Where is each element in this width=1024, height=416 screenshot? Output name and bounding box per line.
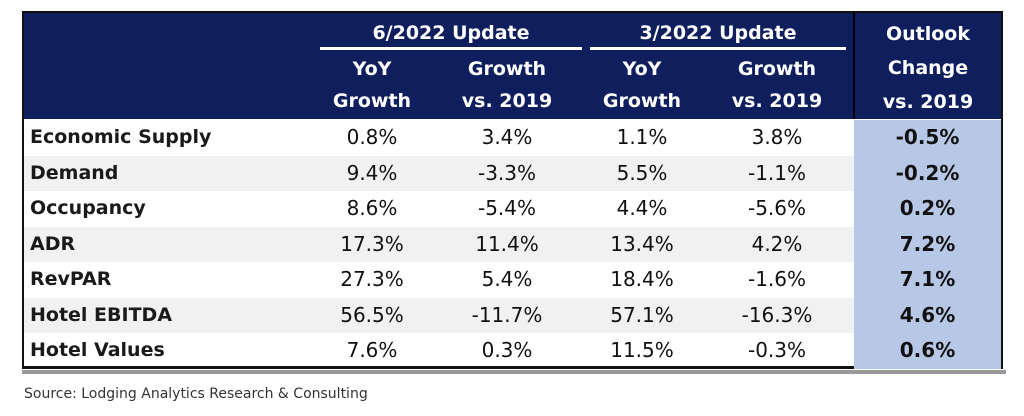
table-row: Hotel EBITDA 56.5% -11.7% 57.1% -16.3% 4.6% <box>24 297 1001 333</box>
table-cell: 7.6% <box>346 338 398 362</box>
table-cell: 11.5% <box>610 338 674 362</box>
table-row: RevPAR 27.3% 5.4% 18.4% -1.6% 7.1% <box>24 262 1001 298</box>
table-cell: 11.4% <box>475 231 539 256</box>
table-cell: 4.4% <box>616 196 668 220</box>
row-label: Hotel EBITDA <box>30 303 173 326</box>
table-cell: 3.4% <box>481 125 533 149</box>
table-cell: 13.4% <box>610 231 674 256</box>
col-header-line: YoY <box>352 58 392 80</box>
outlook-cell: -0.2% <box>854 155 1001 191</box>
row-label: Hotel Values <box>30 339 165 361</box>
col-header-line: vs. 2019 <box>731 90 823 112</box>
row-label: ADR <box>30 232 76 255</box>
header-divider <box>853 13 855 119</box>
table-cell: 5.4% <box>481 267 533 291</box>
table-cell: 4.2% <box>751 231 803 256</box>
source-note: Source: Lodging Analytics Research & Con… <box>24 386 368 402</box>
col-header-line: Growth <box>332 90 412 112</box>
table-row: Economic Supply 0.8% 3.4% 1.1% 3.8% -0.5% <box>24 120 1001 156</box>
row-label: RevPAR <box>30 268 112 290</box>
table-cell: 56.5% <box>340 302 404 327</box>
col-header-line: Growth <box>737 58 817 80</box>
group-header-6-2022: 6/2022 Update <box>320 19 582 50</box>
table-cell: -11.7% <box>471 302 543 327</box>
table-shadow <box>22 370 1006 374</box>
table-row: Demand 9.4% -3.3% 5.5% -1.1% -0.2% <box>24 155 1001 191</box>
table-cell: -5.4% <box>477 196 537 220</box>
col-header-yoy-3: YoY Growth <box>577 53 707 117</box>
col-header-line: Growth <box>467 58 547 80</box>
table-cell: -1.6% <box>747 267 807 291</box>
outlook-cell: 0.2% <box>854 191 1001 227</box>
table-cell: 17.3% <box>340 231 404 256</box>
table-cell: 27.3% <box>340 267 404 291</box>
col-header-vs2019-3: Growth vs. 2019 <box>707 53 847 117</box>
outlook-cell: -0.5% <box>854 120 1001 156</box>
table-cell: 1.1% <box>616 125 668 149</box>
table-row: Occupancy 8.6% -5.4% 4.4% -5.6% 0.2% <box>24 191 1001 227</box>
outlook-table: 6/2022 Update 3/2022 Update YoY Growth G… <box>22 11 1003 369</box>
row-label: Demand <box>30 161 119 184</box>
table-cell: 18.4% <box>610 267 674 291</box>
table-cell: -0.3% <box>747 338 807 362</box>
table-cell: 57.1% <box>610 302 674 327</box>
col-header-vs2019-6: Growth vs. 2019 <box>437 53 577 117</box>
col-header-line: Growth <box>602 90 682 112</box>
col-header-line: vs. 2019 <box>461 90 553 112</box>
table-row: Hotel Values 7.6% 0.3% 11.5% -0.3% 0.6% <box>24 333 1001 369</box>
table-row: ADR 17.3% 11.4% 13.4% 4.2% 7.2% <box>24 226 1001 262</box>
col-header-outlook: Outlook Change vs. 2019 <box>855 17 1001 119</box>
outlook-cell: 0.6% <box>854 333 1001 369</box>
col-header-yoy-6: YoY Growth <box>307 53 437 117</box>
table-cell: 0.3% <box>481 338 533 362</box>
row-label: Economic Supply <box>30 126 212 148</box>
table-cell: 0.8% <box>346 125 398 149</box>
col-header-line: Outlook <box>885 23 970 45</box>
table-cell: 9.4% <box>346 160 398 185</box>
table-cell: -16.3% <box>741 302 813 327</box>
table-cell: 5.5% <box>616 160 668 185</box>
table-header: 6/2022 Update 3/2022 Update YoY Growth G… <box>24 13 1001 119</box>
table-cell: -5.6% <box>747 196 807 220</box>
row-label: Occupancy <box>30 197 146 219</box>
outlook-cell: 7.2% <box>854 226 1001 262</box>
table-cell: 3.8% <box>751 125 803 149</box>
col-header-line: YoY <box>622 58 662 80</box>
table-cell: -3.3% <box>477 160 537 185</box>
col-header-line: Change <box>887 57 969 79</box>
outlook-cell: 4.6% <box>854 297 1001 333</box>
table-cell: 8.6% <box>346 196 398 220</box>
group-header-3-2022: 3/2022 Update <box>590 19 846 50</box>
table-cell: -1.1% <box>747 160 807 185</box>
col-header-line: vs. 2019 <box>882 91 974 113</box>
outlook-cell: 7.1% <box>854 262 1001 298</box>
